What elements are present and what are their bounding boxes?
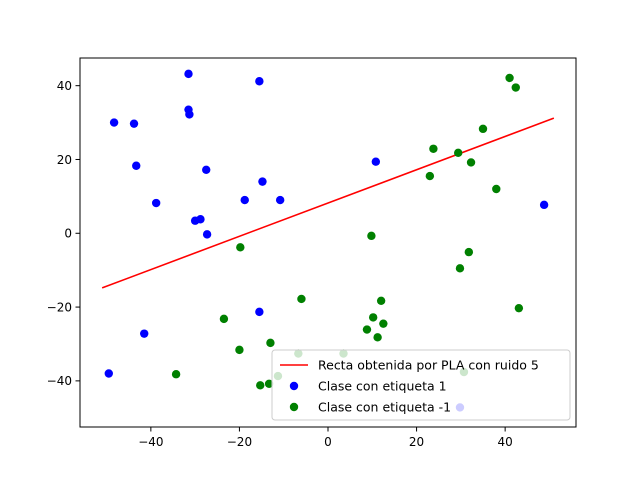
data-point [379,319,388,328]
legend-marker [289,402,299,412]
data-point [505,73,514,83]
data-point [258,177,267,186]
data-point [185,110,194,119]
x-tick-label: −20 [227,435,252,449]
x-axis: −40 −20 0 20 40 [138,427,513,449]
data-point [511,83,520,92]
data-point [240,195,249,205]
data-point [129,119,139,128]
data-point [362,325,372,334]
data-point [151,198,161,208]
legend-label-series: Clase con etiqueta 1 [318,379,447,394]
data-point [275,195,285,205]
data-point [140,329,149,338]
data-point [202,230,212,239]
y-tick-label: −40 [47,374,72,388]
data-point [184,69,193,79]
data-point [425,171,435,181]
data-point [373,333,382,342]
data-marks [101,69,555,412]
data-point [466,158,476,167]
pla-line [101,117,555,289]
legend-label-line: Recta obtenida por PLA con ruido 5 [318,358,539,373]
legend-marker [289,381,299,391]
y-tick-label: 40 [57,79,72,93]
data-point [256,381,265,390]
data-point [492,184,501,194]
y-tick-label: 0 [64,227,72,241]
data-point [429,144,438,153]
data-point [255,77,264,86]
data-point [455,264,465,273]
data-point [368,313,378,322]
data-point [171,370,181,379]
x-tick-label: 0 [324,435,332,449]
data-point [266,338,275,348]
data-point [236,243,245,252]
data-point [464,247,474,257]
x-tick-label: −40 [138,435,163,449]
data-point [371,157,381,166]
data-point [109,118,119,127]
data-point [202,165,211,175]
y-tick-label: 20 [57,153,72,167]
data-point [104,369,113,378]
data-point [132,161,141,170]
x-tick-label: 20 [409,435,424,449]
data-point [514,303,524,313]
data-point [297,294,306,304]
data-point [235,345,244,355]
series-label-1 [104,69,549,412]
data-point [478,124,488,134]
data-point [367,231,376,241]
legend-label-series: Clase con etiqueta -1 [318,400,451,415]
data-point [264,379,274,389]
data-point [454,148,463,158]
x-tick-label: 40 [498,435,513,449]
legend-box [271,349,571,421]
y-axis: −40 −20 0 20 40 [47,79,80,388]
data-point [219,314,229,324]
legend: Recta obtenida por PLA con ruido 5 Clase … [271,349,571,421]
data-point [376,296,386,306]
data-point [255,307,264,317]
data-point [196,215,205,224]
data-point [539,200,549,210]
y-tick-label: −20 [47,300,72,314]
